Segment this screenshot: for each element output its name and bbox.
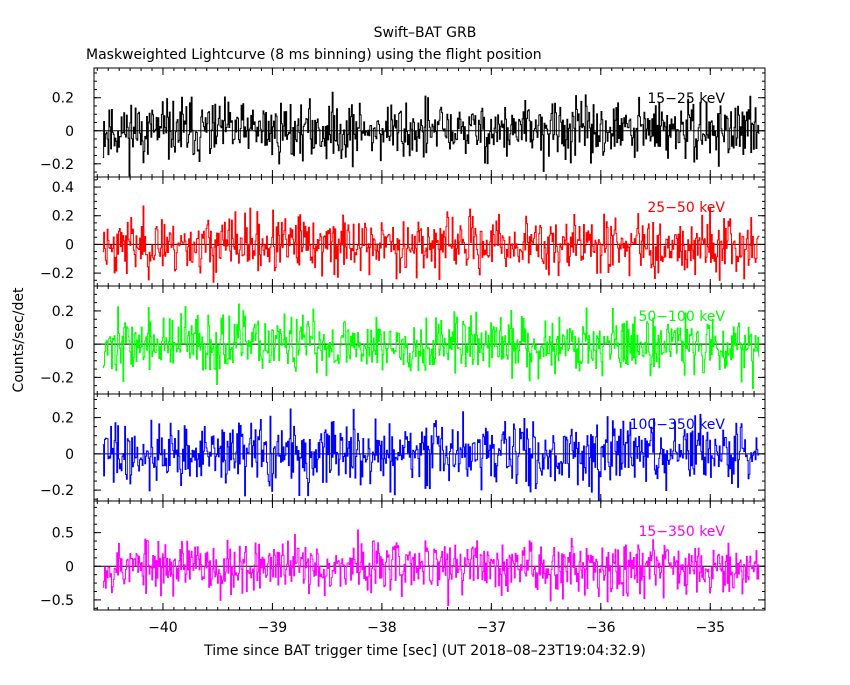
lightcurve-trace [102,91,760,177]
y-tick-label: −0.2 [40,370,74,386]
x-axis-label: Time since BAT trigger time [sec] (UT 20… [203,643,646,659]
y-tick-label: −0.2 [40,266,74,282]
x-tick-label: −39 [258,620,288,636]
x-tick-label: −38 [367,620,397,636]
panel-2: −0.2 0 0.2 0.4 25−50 keV [40,176,766,287]
panel-frame [93,500,766,611]
y-tick-label: 0 [65,337,74,353]
band-label: 15−25 keV [647,91,725,107]
panel-frame [93,285,766,395]
band-label: 100−350 keV [630,417,726,433]
x-tick-label: −35 [695,620,725,636]
y-tick-label: 0.2 [52,411,74,427]
figure-title: Swift–BAT GRB [374,25,477,41]
y-tick-label: 0 [65,447,74,463]
y-tick-label: 0 [65,237,74,253]
band-label: 25−50 keV [647,200,725,216]
y-tick-label: 0 [65,124,74,140]
panel-frame [93,176,766,287]
band-label: 50−100 keV [638,309,725,325]
y-tick-label: −0.2 [40,483,74,499]
y-tick-label: 0.2 [52,209,74,225]
x-tick-label: −40 [148,620,178,636]
lightcurve-trace [102,408,760,502]
y-tick-label: 0.5 [52,526,74,542]
lightcurve-trace [102,205,760,283]
panel-4: −0.2 0 0.2 100−350 keV [40,393,766,502]
figure-subtitle: Maskweighted Lightcurve (8 ms binning) u… [86,47,542,63]
lightcurve-trace [102,529,760,607]
y-tick-label: 0 [65,559,74,575]
x-tick-label: −36 [586,620,616,636]
panel-3: −0.2 0 0.2 50−100 keV [40,285,766,395]
band-label: 15−350 keV [638,524,725,540]
y-tick-label: 0.4 [52,180,74,196]
y-axis-label: Counts/sec/det [11,287,27,392]
panel-5: −0.5 0 0.5 15−350 keV [40,500,766,611]
y-tick-label: −0.5 [40,593,74,609]
lightcurve-trace [102,303,760,390]
y-tick-label: 0.2 [52,304,74,320]
panel-1: −0.2 0 0.2 15−25 keV [40,67,766,178]
panels-group: −0.200.2 15−25 keV−0.200.20.425−50 keV−0.… [40,67,766,636]
y-tick-label: 0.2 [52,91,74,107]
y-tick-label: −0.2 [40,157,74,173]
x-tick-label: −37 [477,620,507,636]
